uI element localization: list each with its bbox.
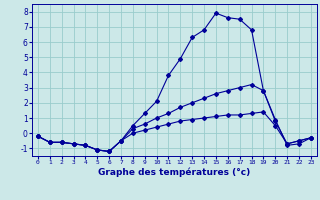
X-axis label: Graphe des températures (°c): Graphe des températures (°c) [98,168,251,177]
